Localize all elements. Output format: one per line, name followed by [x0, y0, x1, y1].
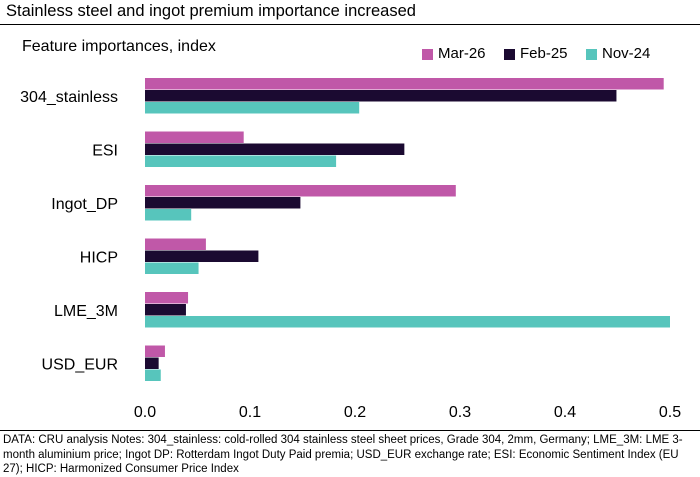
bar-lme-3m-nov-24: [145, 316, 670, 328]
legend-swatch-nov-24: [586, 48, 597, 60]
footnote: DATA: CRU analysis Notes: 304_stainless:…: [3, 434, 683, 475]
bar-lme-3m-feb-25: [145, 304, 186, 316]
bar-hicp-nov-24: [145, 262, 199, 274]
chart-title: Stainless steel and ingot premium import…: [6, 2, 416, 20]
bar-usd-eur-feb-25: [145, 357, 159, 369]
legend-item-nov-24: Nov-24: [586, 44, 650, 64]
legend-swatch-feb-25: [504, 48, 515, 60]
category-label-hicp: HICP: [80, 249, 118, 266]
x-tick-label: 0.5: [659, 404, 681, 421]
bar-esi-mar-26: [145, 131, 244, 143]
x-tick-label: 0.0: [134, 404, 156, 421]
bar-ingot-dp-feb-25: [145, 197, 301, 209]
bar-ingot-dp-mar-26: [145, 185, 456, 197]
x-tick-label: 0.4: [554, 404, 576, 421]
category-label-ingot-dp: Ingot_DP: [51, 196, 118, 213]
category-label-esi: ESI: [92, 142, 118, 159]
category-label-304-stainless: 304_stainless: [20, 89, 118, 106]
title-divider: [0, 24, 700, 25]
x-tick-label: 0.3: [449, 404, 471, 421]
bar-usd-eur-mar-26: [145, 345, 165, 357]
legend-item-mar-26: Mar-26: [422, 44, 486, 64]
footnote-divider: [0, 430, 700, 431]
bar-esi-feb-25: [145, 143, 405, 155]
bar-304-stainless-feb-25: [145, 90, 617, 102]
legend-swatch-mar-26: [422, 48, 433, 60]
legend-label-mar-26: Mar-26: [438, 45, 486, 62]
bar-ingot-dp-nov-24: [145, 209, 192, 221]
category-label-lme-3m: LME_3M: [54, 303, 118, 320]
bar-304-stainless-nov-24: [145, 102, 360, 114]
bar-hicp-mar-26: [145, 238, 206, 250]
bar-usd-eur-nov-24: [145, 369, 161, 381]
bar-esi-nov-24: [145, 155, 337, 167]
bar-304-stainless-mar-26: [145, 78, 664, 90]
x-tick-label: 0.1: [239, 404, 261, 421]
bar-hicp-feb-25: [145, 250, 259, 262]
bar-lme-3m-mar-26: [145, 292, 189, 304]
legend-label-nov-24: Nov-24: [602, 45, 651, 62]
legend-label-feb-25: Feb-25: [520, 45, 568, 62]
legend-item-feb-25: Feb-25: [504, 44, 568, 64]
x-tick-label: 0.2: [344, 404, 366, 421]
bar-chart: 304_stainless ESI Ingot_DP HICP LME_3M USD_EU…: [20, 78, 681, 421]
chart-subtitle: Feature importances, index: [22, 38, 216, 55]
category-label-usd-eur: USD_EUR: [42, 356, 118, 373]
